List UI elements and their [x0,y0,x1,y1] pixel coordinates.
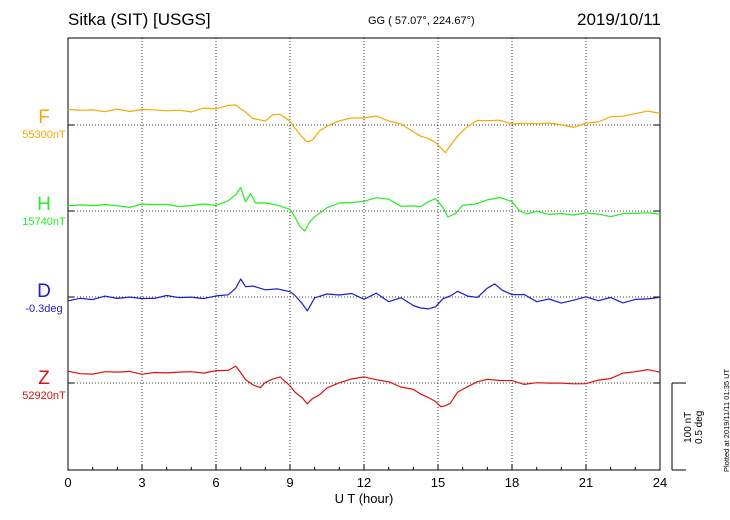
station-title: Sitka (SIT) [USGS] [68,10,211,29]
series-line-h [67,186,661,232]
panel-label-f: F 55300nT [14,108,74,142]
baseline-value: 55300nT [22,129,66,141]
component-name: H [37,194,51,215]
scale-deg: 0.5 deg [694,410,705,444]
baseline-value: 15740nT [22,216,66,228]
panel-label-h: H 15740nT [14,195,74,229]
x-tick-label: 18 [505,475,519,490]
baseline-value: -0.3deg [25,303,63,315]
plot-date: 2019/10/11 [577,10,661,29]
series-line-f [67,104,661,154]
component-name: Z [38,368,50,389]
plotted-timestamp: Plotted at 2019/11/11 01:35 UT [722,368,730,472]
series-line-d [67,278,661,312]
panel-label-d: D -0.3deg [14,282,74,316]
x-tick-label: 3 [138,475,145,490]
panel-label-z: Z 52920nT [14,369,74,403]
baseline-value: 52920nT [22,390,66,402]
geographic-coordinates: GG ( 57.07°, 224.67°) [368,15,475,27]
x-tick-label: 6 [212,475,219,490]
x-axis-label: U T (hour) [335,491,394,506]
x-tick-label: 15 [431,475,445,490]
component-name: F [38,107,50,128]
component-name: D [37,281,51,302]
x-tick-label: 0 [64,475,71,490]
x-tick-label: 21 [579,475,593,490]
series-line-z [67,365,661,408]
scale-legend: 100 nT 0.5 deg [683,411,705,444]
x-tick-label: 24 [653,475,667,490]
x-tick-label: 9 [286,475,293,490]
x-tick-label: 12 [357,475,371,490]
scale-nt: 100 nT [683,411,694,443]
